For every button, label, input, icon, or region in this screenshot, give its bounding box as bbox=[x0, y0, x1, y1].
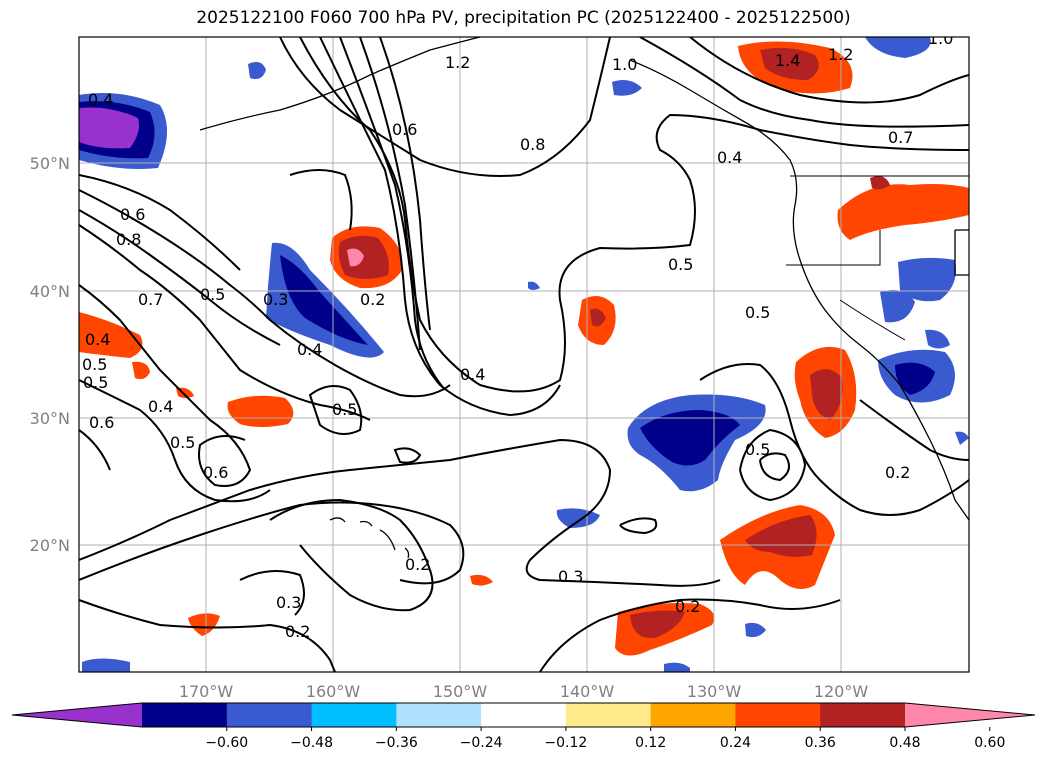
contour-label: 1.0 bbox=[612, 55, 637, 74]
contour-label: 0.2 bbox=[885, 463, 910, 482]
contour-label: 0.3 bbox=[263, 290, 288, 309]
colorbar-segment bbox=[142, 703, 228, 727]
contour-label: 0.8 bbox=[116, 230, 141, 249]
lon-tick-label: 140°W bbox=[560, 682, 615, 701]
contour-label: 0.5 bbox=[200, 285, 225, 304]
contour-label: 0.5 bbox=[745, 440, 770, 459]
colorbar: −0.60 −0.48 −0.36 −0.24 −0.12 0.12 0.24 0.36 0.4… bbox=[11, 702, 1036, 751]
contour-label: 0.4 bbox=[88, 90, 113, 109]
contour-label: 0.5 bbox=[83, 373, 108, 392]
contour-label: 0.2 bbox=[675, 597, 700, 616]
lat-tick-label: 20°N bbox=[30, 536, 70, 555]
contour-label: 0.4 bbox=[717, 148, 742, 167]
map-title: 2025122100 F060 700 hPa PV, precipitatio… bbox=[196, 8, 851, 28]
contour-label: 1.4 bbox=[775, 51, 800, 70]
lon-tick-label: 170°W bbox=[179, 682, 234, 701]
colorbar-segment bbox=[650, 703, 736, 727]
contour-label: 0.5 bbox=[332, 400, 357, 419]
contour-label: 0.5 bbox=[745, 303, 770, 322]
contour-label: 0.7 bbox=[138, 290, 163, 309]
lat-tick-label: 50°N bbox=[30, 154, 70, 173]
colorbar-segment bbox=[565, 703, 652, 727]
pv-contours bbox=[79, 37, 969, 672]
colorbar-tick-label: 0.36 bbox=[805, 735, 836, 751]
colorbar-segment bbox=[481, 703, 567, 727]
contour-labels: 1.2 1.4 1.2 1.0 1.0 0.4 0.6 0.8 0.7 0.4 … bbox=[82, 29, 953, 641]
contour-label: 0.6 bbox=[203, 463, 228, 482]
colorbar-tick-label: −0.24 bbox=[460, 735, 503, 751]
contour-label: 0.3 bbox=[558, 567, 583, 586]
colorbar-segment bbox=[735, 703, 821, 727]
contour-label: 0.5 bbox=[668, 255, 693, 274]
colorbar-tick-label: −0.60 bbox=[205, 735, 248, 751]
colorbar-tick-label: −0.36 bbox=[375, 735, 418, 751]
lat-tick-label: 30°N bbox=[30, 409, 70, 428]
colorbar-segment bbox=[820, 703, 906, 727]
contour-label: 0.6 bbox=[89, 413, 114, 432]
colorbar-tick-label: −0.12 bbox=[544, 735, 587, 751]
contour-label: 0.5 bbox=[170, 433, 195, 452]
contour-label: 0.4 bbox=[85, 330, 110, 349]
contour-label: 1.0 bbox=[928, 29, 953, 48]
lat-axis: 50°N 40°N 30°N 20°N bbox=[30, 154, 70, 555]
contour-label: 0.6 bbox=[392, 120, 417, 139]
contour-label: 0.5 bbox=[82, 355, 107, 374]
colorbar-extend-left bbox=[12, 703, 142, 727]
colorbar-tick-label: −0.48 bbox=[290, 735, 333, 751]
precipitation-fill bbox=[79, 37, 969, 672]
contour-label: 0.7 bbox=[888, 128, 913, 147]
lon-tick-label: 160°W bbox=[306, 682, 361, 701]
lon-tick-label: 150°W bbox=[433, 682, 488, 701]
contour-label: 0.8 bbox=[520, 135, 545, 154]
contour-label: 1.2 bbox=[828, 45, 853, 64]
lon-tick-label: 130°W bbox=[687, 682, 742, 701]
contour-label: 0.2 bbox=[285, 622, 310, 641]
colorbar-outline bbox=[11, 702, 1036, 728]
contour-label: 0.6 bbox=[120, 205, 145, 224]
colorbar-extend-right bbox=[905, 703, 1035, 727]
contour-label: 0.3 bbox=[276, 593, 301, 612]
colorbar-segment bbox=[396, 703, 482, 727]
colorbar-tick-label: 0.60 bbox=[974, 735, 1005, 751]
colorbar-segment bbox=[226, 703, 313, 727]
contour-label: 0.2 bbox=[405, 555, 430, 574]
contour-label: 0.4 bbox=[148, 397, 173, 416]
colorbar-tick-label: 0.12 bbox=[635, 735, 666, 751]
lon-axis: 170°W 160°W 150°W 140°W 130°W 120°W bbox=[179, 682, 869, 701]
contour-label: 0.2 bbox=[360, 290, 385, 309]
map-border bbox=[78, 36, 970, 673]
colorbar-segment bbox=[311, 703, 397, 727]
contour-label: 1.2 bbox=[445, 53, 470, 72]
colorbar-tick-label: 0.48 bbox=[889, 735, 920, 751]
colorbar-tick-label: 0.24 bbox=[720, 735, 751, 751]
lat-tick-label: 40°N bbox=[30, 282, 70, 301]
contour-label: 0.4 bbox=[460, 365, 485, 384]
contour-label: 0.4 bbox=[297, 340, 322, 359]
lon-tick-label: 120°W bbox=[814, 682, 869, 701]
coastlines bbox=[199, 37, 969, 559]
